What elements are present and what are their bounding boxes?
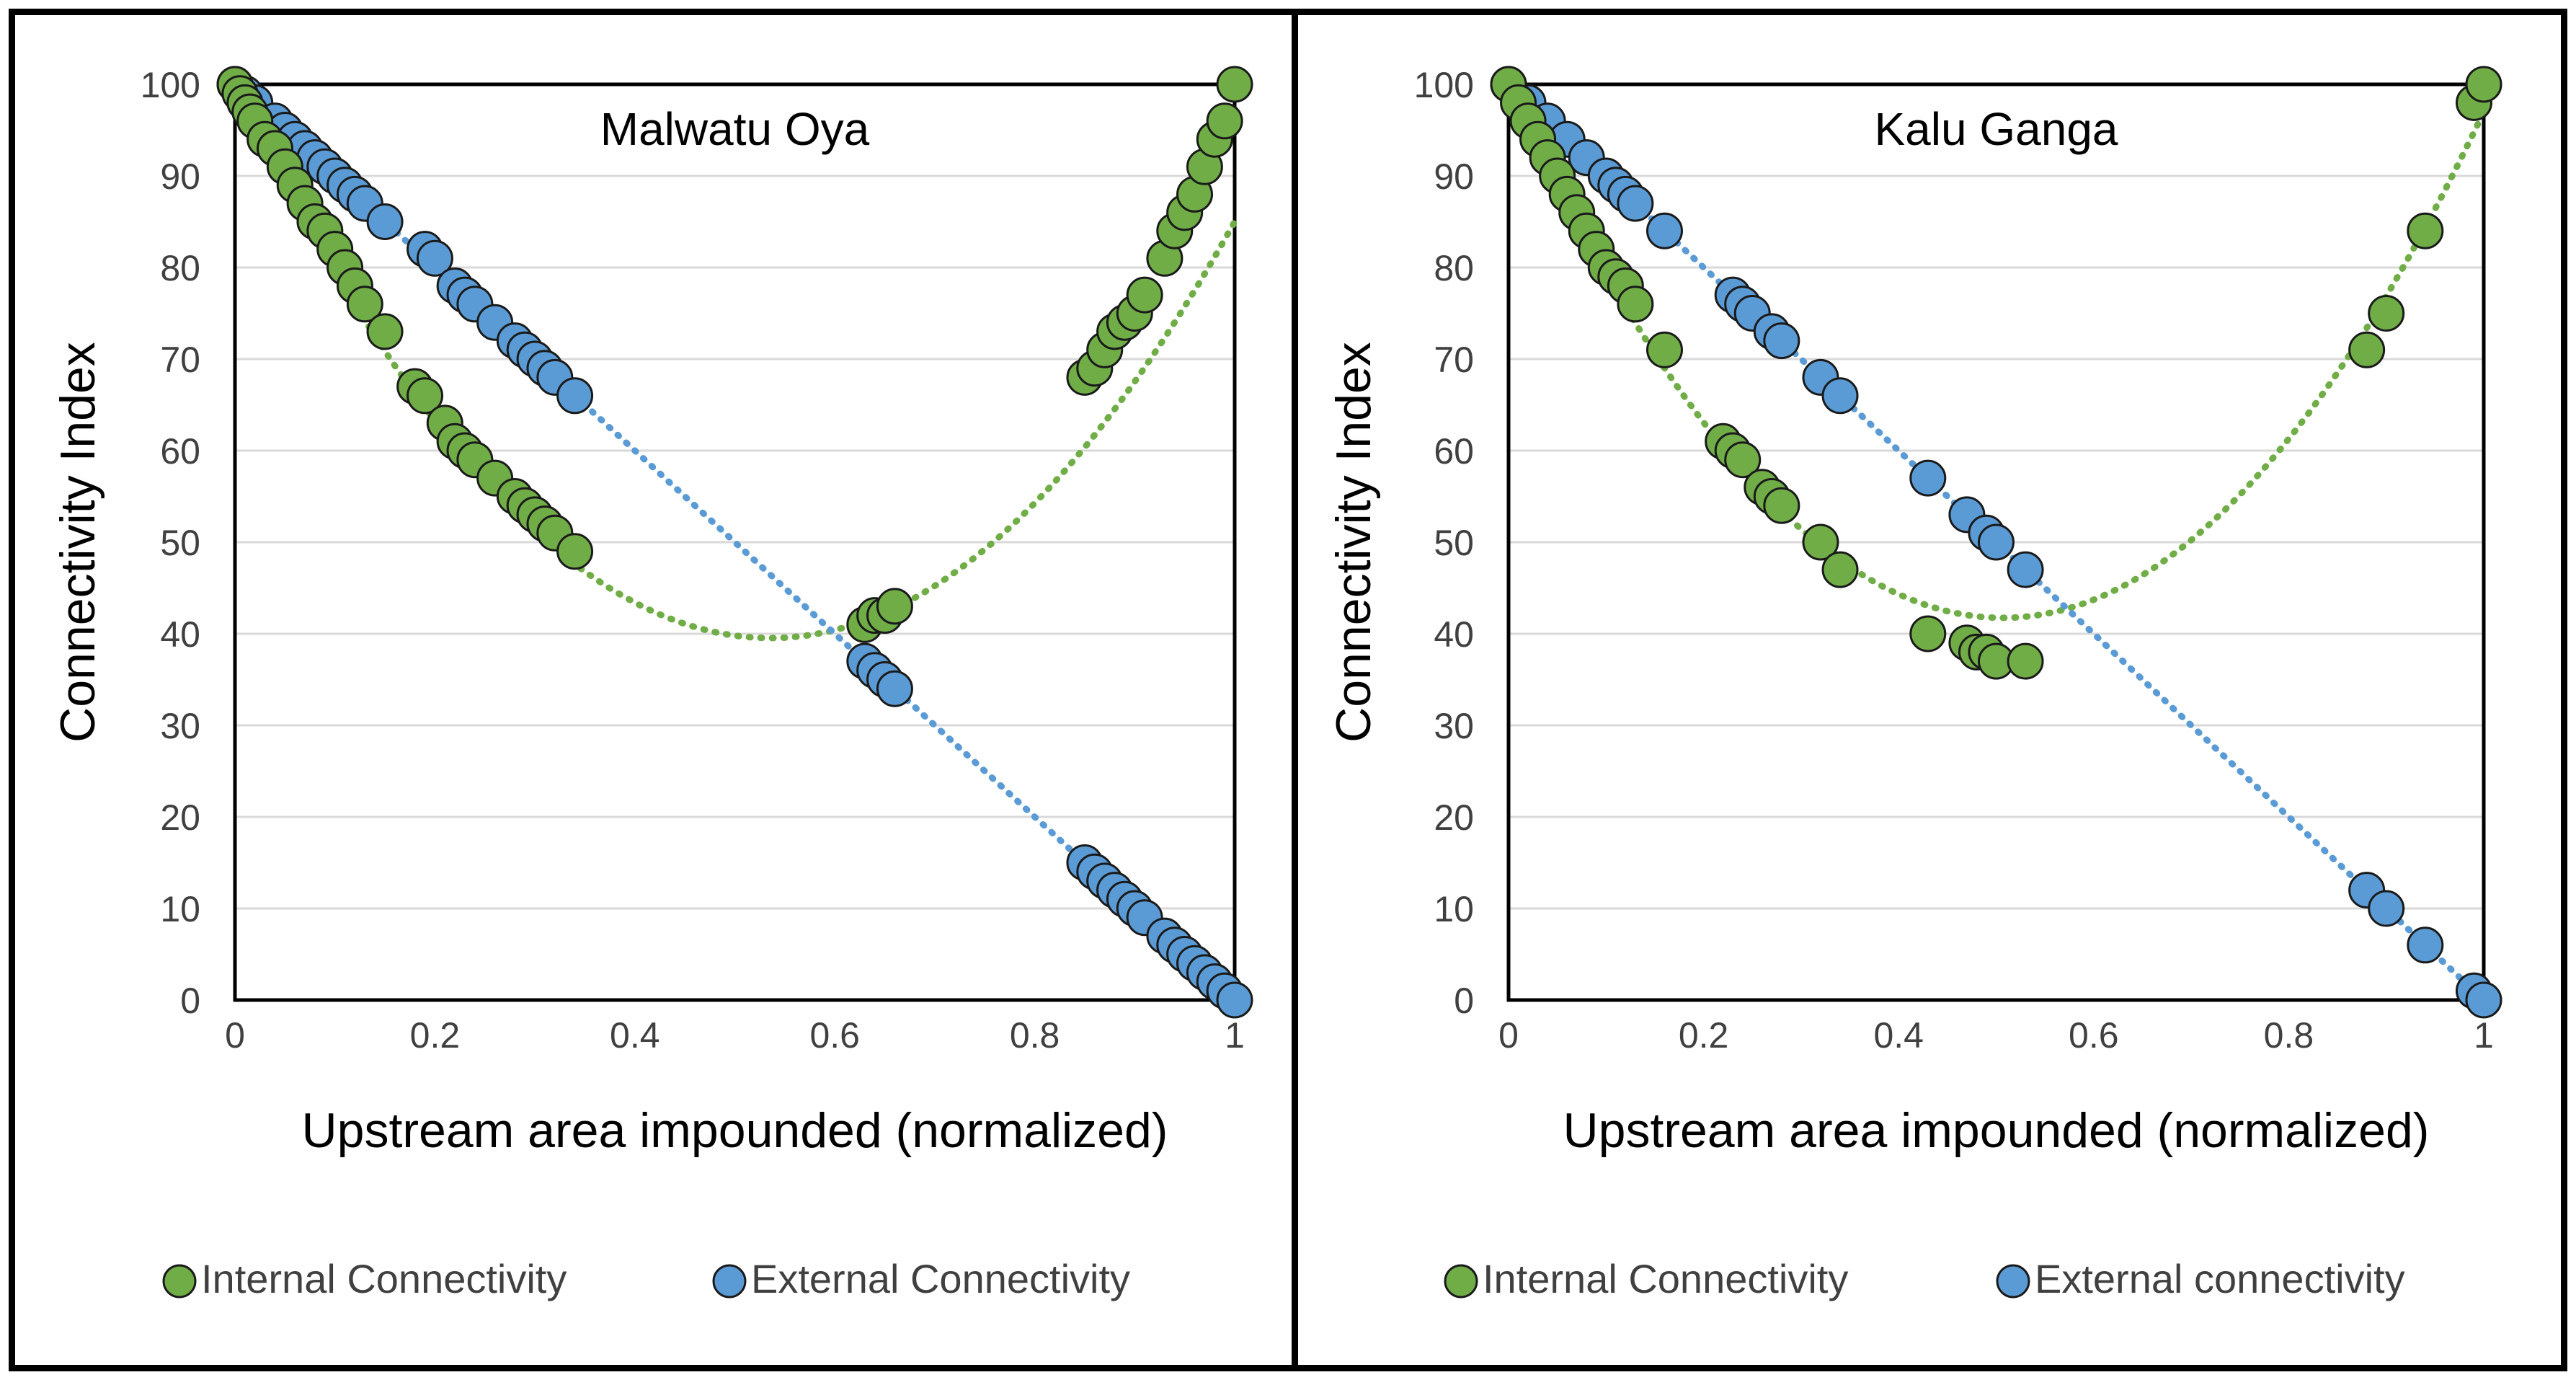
data-point-external [1821,377,1859,415]
x-tick-label: 0.2 [410,1015,461,1056]
x-tick-label: 0.8 [2264,1015,2314,1056]
trendline-internal [1505,81,2487,622]
y-tick-label: 70 [160,340,200,380]
data-point-internal [1126,276,1163,314]
y-tick-label: 10 [160,889,200,929]
data-point-external [1978,523,2015,561]
y-axis-title: Connectivity Index [50,342,105,743]
y-tick-label: 30 [160,706,200,746]
data-point-internal [1802,523,1839,561]
x-tick-label: 0 [225,1015,245,1056]
data-point-internal [2007,642,2044,680]
y-tick-label: 80 [1434,248,1474,288]
y-tick-label: 20 [160,797,200,838]
x-tick-label: 0 [1498,1015,1519,1056]
data-point-internal [2465,66,2502,103]
data-point-external [876,670,913,707]
y-tick-label: 100 [1414,65,1474,105]
y-tick-label: 30 [1434,706,1474,746]
data-point-external [2407,926,2444,964]
data-point-internal [1645,331,1683,368]
panel-frame-left: 0 10 20 30 40 50 60 70 80 90 100 0 0.2 0.4 0.6 0.8 1 Upst… [9,9,1299,1371]
plot-area-border [233,82,1237,1002]
data-point-external [556,377,594,415]
data-point-internal [1763,487,1800,524]
data-point-internal [1909,615,1947,653]
data-point-internal [1216,66,1253,103]
x-tick-label: 0.4 [610,1015,660,1056]
data-point-external [2007,551,2044,588]
legend-marker [1996,1264,2030,1299]
x-axis-title: Upstream area impounded (normalized) [1563,1103,2430,1158]
y-tick-label: 90 [160,156,200,197]
data-point-internal [407,377,444,415]
x-tick-label: 0.4 [1873,1015,1924,1056]
data-point-internal [2368,295,2405,332]
data-point-external [1763,322,1800,360]
data-point-internal [346,286,383,323]
data-point-internal [876,588,913,625]
y-tick-label: 40 [1434,614,1474,655]
legend-label: Internal Connectivity [201,1256,567,1301]
x-tick-label: 0.6 [809,1015,860,1056]
legend-label: External connectivity [2035,1256,2405,1301]
trendline-external [231,81,1238,1004]
x-tick-label: 0.6 [2069,1015,2119,1056]
legend-marker [712,1264,747,1299]
y-tick-label: 70 [1434,340,1474,380]
y-tick-label: 10 [1434,889,1474,929]
data-point-external [1909,459,1947,497]
y-tick-label: 90 [1434,156,1474,197]
chart-malwatu-oya: 0 10 20 30 40 50 60 70 80 90 100 0 0.2 0.4 0.6 0.8 1 Upst… [50,65,1253,1301]
x-tick-label: 0.2 [1679,1015,1729,1056]
data-point-external [416,239,453,277]
plot-area-border [1506,82,2486,1002]
chart-title: Kalu Ganga [1874,103,2118,155]
y-tick-label: 40 [160,614,200,655]
legend-marker [1444,1264,1478,1299]
data-point-internal [1821,551,1859,588]
data-point-internal [1617,286,1654,323]
data-point-internal [1206,102,1243,140]
x-tick-label: 0.8 [1010,1015,1060,1056]
x-tick-label: 1 [1225,1015,1245,1056]
y-tick-label: 100 [141,65,200,105]
data-point-internal [1724,441,1762,479]
legend-marker [162,1264,197,1299]
data-point-external [1617,185,1654,222]
data-point-internal [556,533,594,570]
data-point-external [366,203,404,240]
data-point-external [1216,981,1253,1019]
y-tick-label: 60 [1434,431,1474,472]
y-tick-label: 50 [160,523,200,563]
data-point-internal [366,313,404,350]
panel-frame-right: 0 10 20 30 40 50 60 70 80 90 100 0 0.2 0.4 0.6 0.8 1 Upst… [1292,9,2567,1371]
chart-kalu-ganga: 0 10 20 30 40 50 60 70 80 90 100 0 0.2 0.4 0.6 0.8 1 Upst… [1326,65,2502,1301]
legend-label: External Connectivity [751,1256,1130,1301]
y-tick-label: 50 [1434,523,1474,563]
data-point-internal [2407,212,2444,249]
data-point-internal [2348,331,2386,368]
y-tick-label: 20 [1434,797,1474,838]
chart-title: Malwatu Oya [600,103,870,155]
data-point-external [2368,890,2405,927]
y-tick-label: 0 [180,981,200,1021]
y-axis-title: Connectivity Index [1326,342,1381,743]
data-point-external [1645,212,1683,249]
x-tick-label: 1 [2474,1015,2494,1056]
data-point-external [2465,981,2502,1019]
x-axis-title: Upstream area impounded (normalized) [302,1103,1168,1158]
y-tick-label: 60 [160,431,200,472]
y-tick-label: 80 [160,248,200,288]
y-tick-label: 0 [1454,981,1474,1021]
legend-label: Internal Connectivity [1483,1256,1848,1301]
